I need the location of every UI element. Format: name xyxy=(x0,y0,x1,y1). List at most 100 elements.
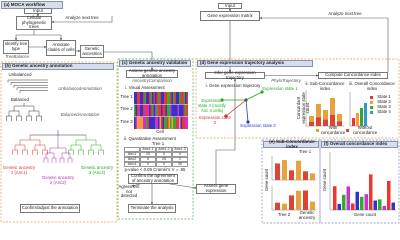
heatmap-stripe xyxy=(167,104,169,117)
section-label: ii. Quantitative Assessment xyxy=(124,135,176,141)
heatmap-stripe xyxy=(171,117,173,129)
matrix-box: Gene expression matrix xyxy=(200,11,260,21)
heatmap-stripe xyxy=(180,104,182,117)
heatmap-stripe xyxy=(167,92,169,104)
decorative-bar xyxy=(352,118,355,126)
heatmap-stripe xyxy=(138,117,140,129)
state-node xyxy=(220,98,224,102)
legend-label: State 3 xyxy=(377,103,391,109)
heatmap-stripe xyxy=(165,104,167,117)
axis-label: Gene count xyxy=(263,168,269,192)
panel-frame xyxy=(195,58,400,139)
heatmap-stripe xyxy=(161,117,163,129)
state-label: Expression state 1 xyxy=(262,86,298,92)
decorative-bar xyxy=(337,121,342,126)
table-cell: 0 xyxy=(140,157,156,162)
heatmap-stripe xyxy=(149,104,151,117)
heatmap-stripe xyxy=(153,92,155,104)
table-cell: 20 xyxy=(140,152,156,157)
heatmap-stripe xyxy=(159,92,161,104)
decorative-bar xyxy=(282,203,287,210)
heatmap-stripe xyxy=(156,117,158,129)
heatmap-stripe xyxy=(141,104,143,117)
heatmap-stripe xyxy=(155,104,157,117)
heatmap-stripe xyxy=(153,104,155,117)
state-label: Expression state 2 xyxy=(199,114,231,125)
heatmap-stripe xyxy=(186,117,188,129)
assess-box: Assess genetic ancestry annotation xyxy=(126,68,178,78)
decorative-bar xyxy=(378,199,382,210)
function-name: PhyloTrajectory xyxy=(271,78,301,84)
legend-label: State 1 xyxy=(377,93,391,99)
heatmap-stripe xyxy=(147,104,149,117)
heatmap-stripe xyxy=(137,117,139,129)
heatmap-stripe xyxy=(161,104,163,117)
state-label: Expression state 3 xyxy=(240,123,276,129)
assess-expression-box: Assess gene expression xyxy=(196,183,236,194)
heatmap-stripe xyxy=(164,92,166,104)
function-name: BalancedAnnotation xyxy=(60,111,100,117)
state-node xyxy=(260,90,264,94)
tree-label: Tree 2 xyxy=(120,106,133,112)
section-label: i. Visual Assessment xyxy=(125,84,165,90)
decorative-bar xyxy=(282,160,287,180)
heatmap-stripe xyxy=(162,92,164,104)
decorative-bar xyxy=(275,163,280,180)
panel-frame xyxy=(261,139,321,224)
ancestry-label: Genetic ancestry 1 (Anc1) xyxy=(2,164,36,175)
function-name: AncestryComparison xyxy=(132,78,172,84)
arrow xyxy=(51,16,113,24)
heatmap-stripe xyxy=(168,104,170,117)
decorative-bar xyxy=(342,194,346,210)
table-cell: 0 xyxy=(172,152,188,157)
compute-box: Compute Concordance index xyxy=(318,72,388,79)
terminate-box: Terminate the analysis xyxy=(128,204,176,213)
root-node xyxy=(244,98,248,102)
decorative-bar xyxy=(316,104,321,118)
heatmap-stripe xyxy=(158,92,160,104)
arrow xyxy=(131,183,141,187)
ancestry-label: Genetic ancestry 3 (Anc3) xyxy=(80,164,114,175)
heatmap-stripe xyxy=(185,117,187,129)
ancestries-box: Genetic ancestries xyxy=(80,45,104,58)
infer-box: Infer gene expression trajectory xyxy=(205,70,265,79)
axis-label: Cell xyxy=(156,129,164,135)
decorative-bar xyxy=(310,173,315,180)
state-node xyxy=(246,120,250,124)
heatmap-stripe xyxy=(170,92,172,104)
panel-frame xyxy=(319,139,400,224)
panel-title: (e) Sub-Concordance index xyxy=(263,139,319,148)
heatmap-stripe xyxy=(183,117,185,129)
heatmap-stripe xyxy=(156,92,158,104)
state-node xyxy=(224,114,228,118)
decorative-bar xyxy=(296,190,301,210)
heatmap-stripe xyxy=(176,92,178,104)
axis-label: Gene count xyxy=(353,212,377,218)
table-cell: 0 xyxy=(156,152,172,157)
arrow xyxy=(259,16,389,72)
arrow xyxy=(14,30,35,41)
legend-swatch xyxy=(346,129,349,132)
table-cell: Anc2 xyxy=(124,157,140,162)
panel-title: (d) Gene expression trajectory analysis xyxy=(197,60,313,67)
heatmap-stripe xyxy=(135,104,137,117)
heatmap-stripe xyxy=(162,117,164,129)
heatmap-stripe xyxy=(173,92,175,104)
tree-type: Balanced xyxy=(11,97,29,103)
decorative-bar xyxy=(337,114,342,122)
heatmap-stripe xyxy=(183,92,185,104)
heatmap-stripe xyxy=(174,117,176,129)
table-header: Anc1.2 xyxy=(156,147,172,152)
arrow xyxy=(215,78,237,184)
branch-label: Agreement not detected xyxy=(118,183,140,199)
section-label: ii. Sub-Concordance index xyxy=(305,80,345,91)
trees-box: Cellular phylogenetic trees xyxy=(16,15,52,30)
heatmap-stripe xyxy=(134,104,136,117)
heatmap-stripe xyxy=(152,92,154,104)
function-name: UnbalancedAnnotation xyxy=(58,85,102,91)
decorative-bar xyxy=(303,171,308,180)
confirm-box: Confirm the agreement of ancestry annota… xyxy=(128,173,178,184)
panel-frame xyxy=(117,58,194,220)
annotate-box: Annotate clades of cells xyxy=(46,40,76,56)
heatmap-stripe xyxy=(149,92,151,104)
